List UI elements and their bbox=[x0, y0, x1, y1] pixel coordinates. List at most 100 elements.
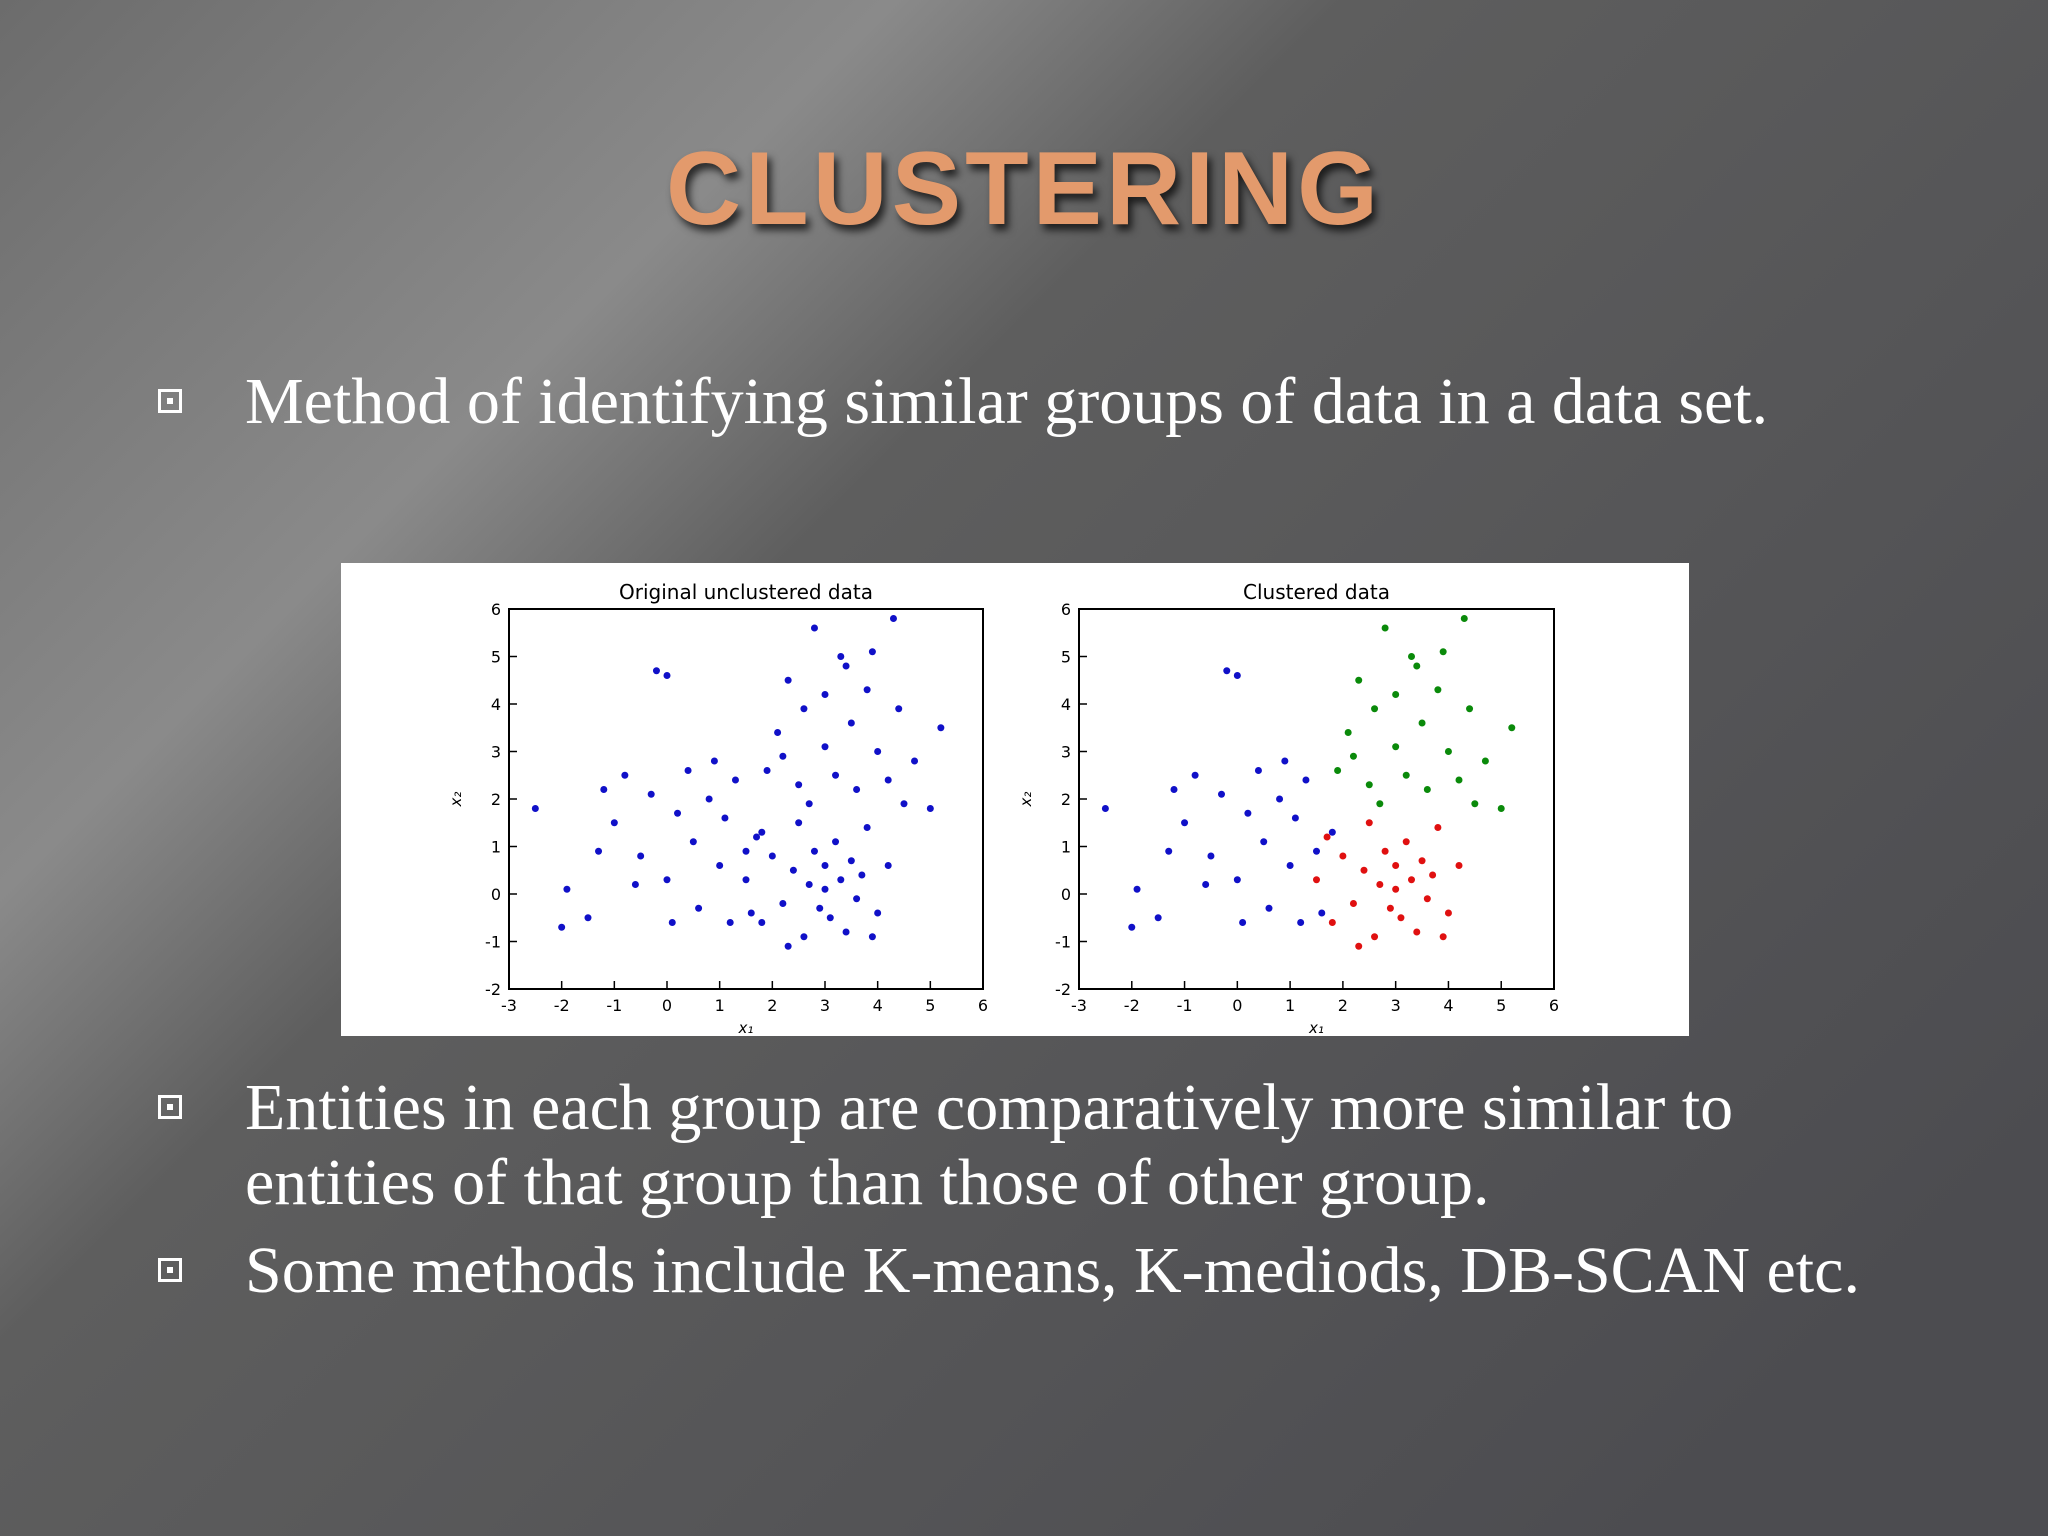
scatter-point bbox=[889, 615, 897, 622]
scatter-point bbox=[1371, 705, 1379, 713]
scatter-point bbox=[1397, 914, 1405, 922]
scatter-point bbox=[1355, 676, 1363, 684]
scatter-point bbox=[610, 819, 618, 827]
scatter-point bbox=[595, 847, 603, 855]
scatter-point bbox=[710, 757, 718, 765]
y-tick-label: 5 bbox=[1061, 648, 1071, 667]
y-tick-label: 6 bbox=[1061, 600, 1071, 619]
scatter-point bbox=[689, 838, 697, 846]
scatter-point bbox=[1165, 847, 1173, 855]
scatter-point bbox=[705, 795, 713, 803]
scatter-point bbox=[1218, 790, 1225, 798]
scatter-point bbox=[747, 909, 755, 917]
scatter-point bbox=[789, 866, 797, 874]
scatter-point bbox=[600, 786, 608, 793]
scatter-point bbox=[721, 814, 729, 822]
bullet-text: Entities in each group are comparatively… bbox=[245, 1071, 1734, 1219]
scatter-point bbox=[784, 942, 792, 950]
figure-panel bbox=[341, 563, 1689, 1036]
scatter-point bbox=[558, 923, 566, 931]
y-tick-label: 4 bbox=[1061, 695, 1071, 714]
scatter-point bbox=[668, 919, 676, 926]
scatter-point bbox=[1434, 824, 1442, 831]
scatter-point bbox=[1191, 771, 1199, 779]
scatter-point bbox=[1355, 942, 1363, 950]
scatter-point bbox=[1381, 624, 1389, 632]
scatter-point bbox=[763, 767, 771, 774]
scatter-point bbox=[1133, 885, 1141, 893]
scatter-point bbox=[1360, 866, 1368, 874]
y-tick-label: -2 bbox=[1055, 980, 1071, 999]
scatter-point bbox=[1297, 919, 1305, 926]
scatter-point bbox=[810, 847, 818, 855]
x-tick-label: -3 bbox=[1071, 996, 1087, 1015]
scatter-point bbox=[695, 904, 703, 912]
scatter-point bbox=[884, 862, 892, 869]
scatter-point bbox=[731, 776, 739, 784]
scatter-point bbox=[832, 771, 840, 779]
scatter-point bbox=[1434, 686, 1442, 694]
scatter-point bbox=[1281, 757, 1289, 765]
y-tick-label: 1 bbox=[491, 838, 501, 857]
scatter-point bbox=[1392, 885, 1400, 893]
scatter-point bbox=[1386, 904, 1394, 912]
scatter-point bbox=[847, 719, 855, 727]
y-tick-label: 1 bbox=[1061, 838, 1071, 857]
x-tick-label: 4 bbox=[873, 996, 883, 1015]
scatter-point bbox=[1392, 743, 1400, 751]
scatter-point bbox=[1344, 729, 1352, 736]
y-tick-label: -1 bbox=[485, 933, 501, 952]
scatter-point bbox=[805, 881, 813, 888]
scatter-point bbox=[663, 672, 671, 679]
scatter-point bbox=[631, 881, 639, 888]
x-tick-label: 0 bbox=[1232, 996, 1242, 1015]
x-axis-label: x₁ bbox=[738, 1019, 754, 1037]
scatter-point bbox=[1349, 900, 1357, 907]
scatter-point bbox=[895, 705, 903, 713]
scatter-point bbox=[911, 757, 919, 765]
scatter-point bbox=[1408, 876, 1415, 884]
y-tick-label: 3 bbox=[1061, 743, 1071, 762]
bullet-marker bbox=[158, 389, 182, 413]
scatter-point bbox=[874, 909, 882, 917]
scatter-point bbox=[1223, 667, 1231, 675]
scatter-point bbox=[837, 876, 845, 884]
scatter-point bbox=[1439, 648, 1447, 656]
scatter-point bbox=[1376, 881, 1384, 888]
scatter-point bbox=[1154, 914, 1162, 922]
scatter-point bbox=[1455, 776, 1463, 784]
scatter-point bbox=[805, 800, 813, 808]
scatter-point bbox=[637, 852, 645, 860]
scatter-point bbox=[874, 748, 882, 755]
scatter-point bbox=[832, 838, 840, 846]
scatter-point bbox=[779, 900, 787, 907]
x-tick-label: 3 bbox=[820, 996, 830, 1015]
scatter-point bbox=[1170, 786, 1178, 793]
scatter-point bbox=[1207, 852, 1215, 860]
scatter-point bbox=[768, 852, 776, 860]
scatter-point bbox=[716, 862, 724, 869]
scatter-point bbox=[684, 767, 692, 774]
x-tick-label: -2 bbox=[554, 996, 570, 1015]
scatter-point bbox=[1466, 705, 1474, 713]
scatter-point bbox=[1444, 909, 1452, 917]
scatter-point bbox=[784, 676, 792, 684]
scatter-point bbox=[863, 686, 871, 694]
scatter-point bbox=[821, 885, 829, 893]
scatter-point bbox=[758, 919, 766, 926]
scatter-point bbox=[1291, 814, 1299, 822]
scatter-point bbox=[800, 705, 808, 713]
scatter-point bbox=[531, 805, 539, 812]
scatter-point bbox=[652, 667, 660, 675]
x-tick-label: 1 bbox=[715, 996, 725, 1015]
x-tick-label: -1 bbox=[1177, 996, 1193, 1015]
x-tick-label: 2 bbox=[767, 996, 777, 1015]
y-tick-label: 4 bbox=[491, 695, 501, 714]
scatter-point bbox=[1376, 800, 1384, 808]
x-tick-label: 1 bbox=[1285, 996, 1295, 1015]
scatter-point bbox=[821, 862, 829, 869]
scatter-point bbox=[837, 653, 845, 660]
scatter-point bbox=[842, 662, 850, 670]
scatter-point bbox=[1413, 928, 1421, 936]
